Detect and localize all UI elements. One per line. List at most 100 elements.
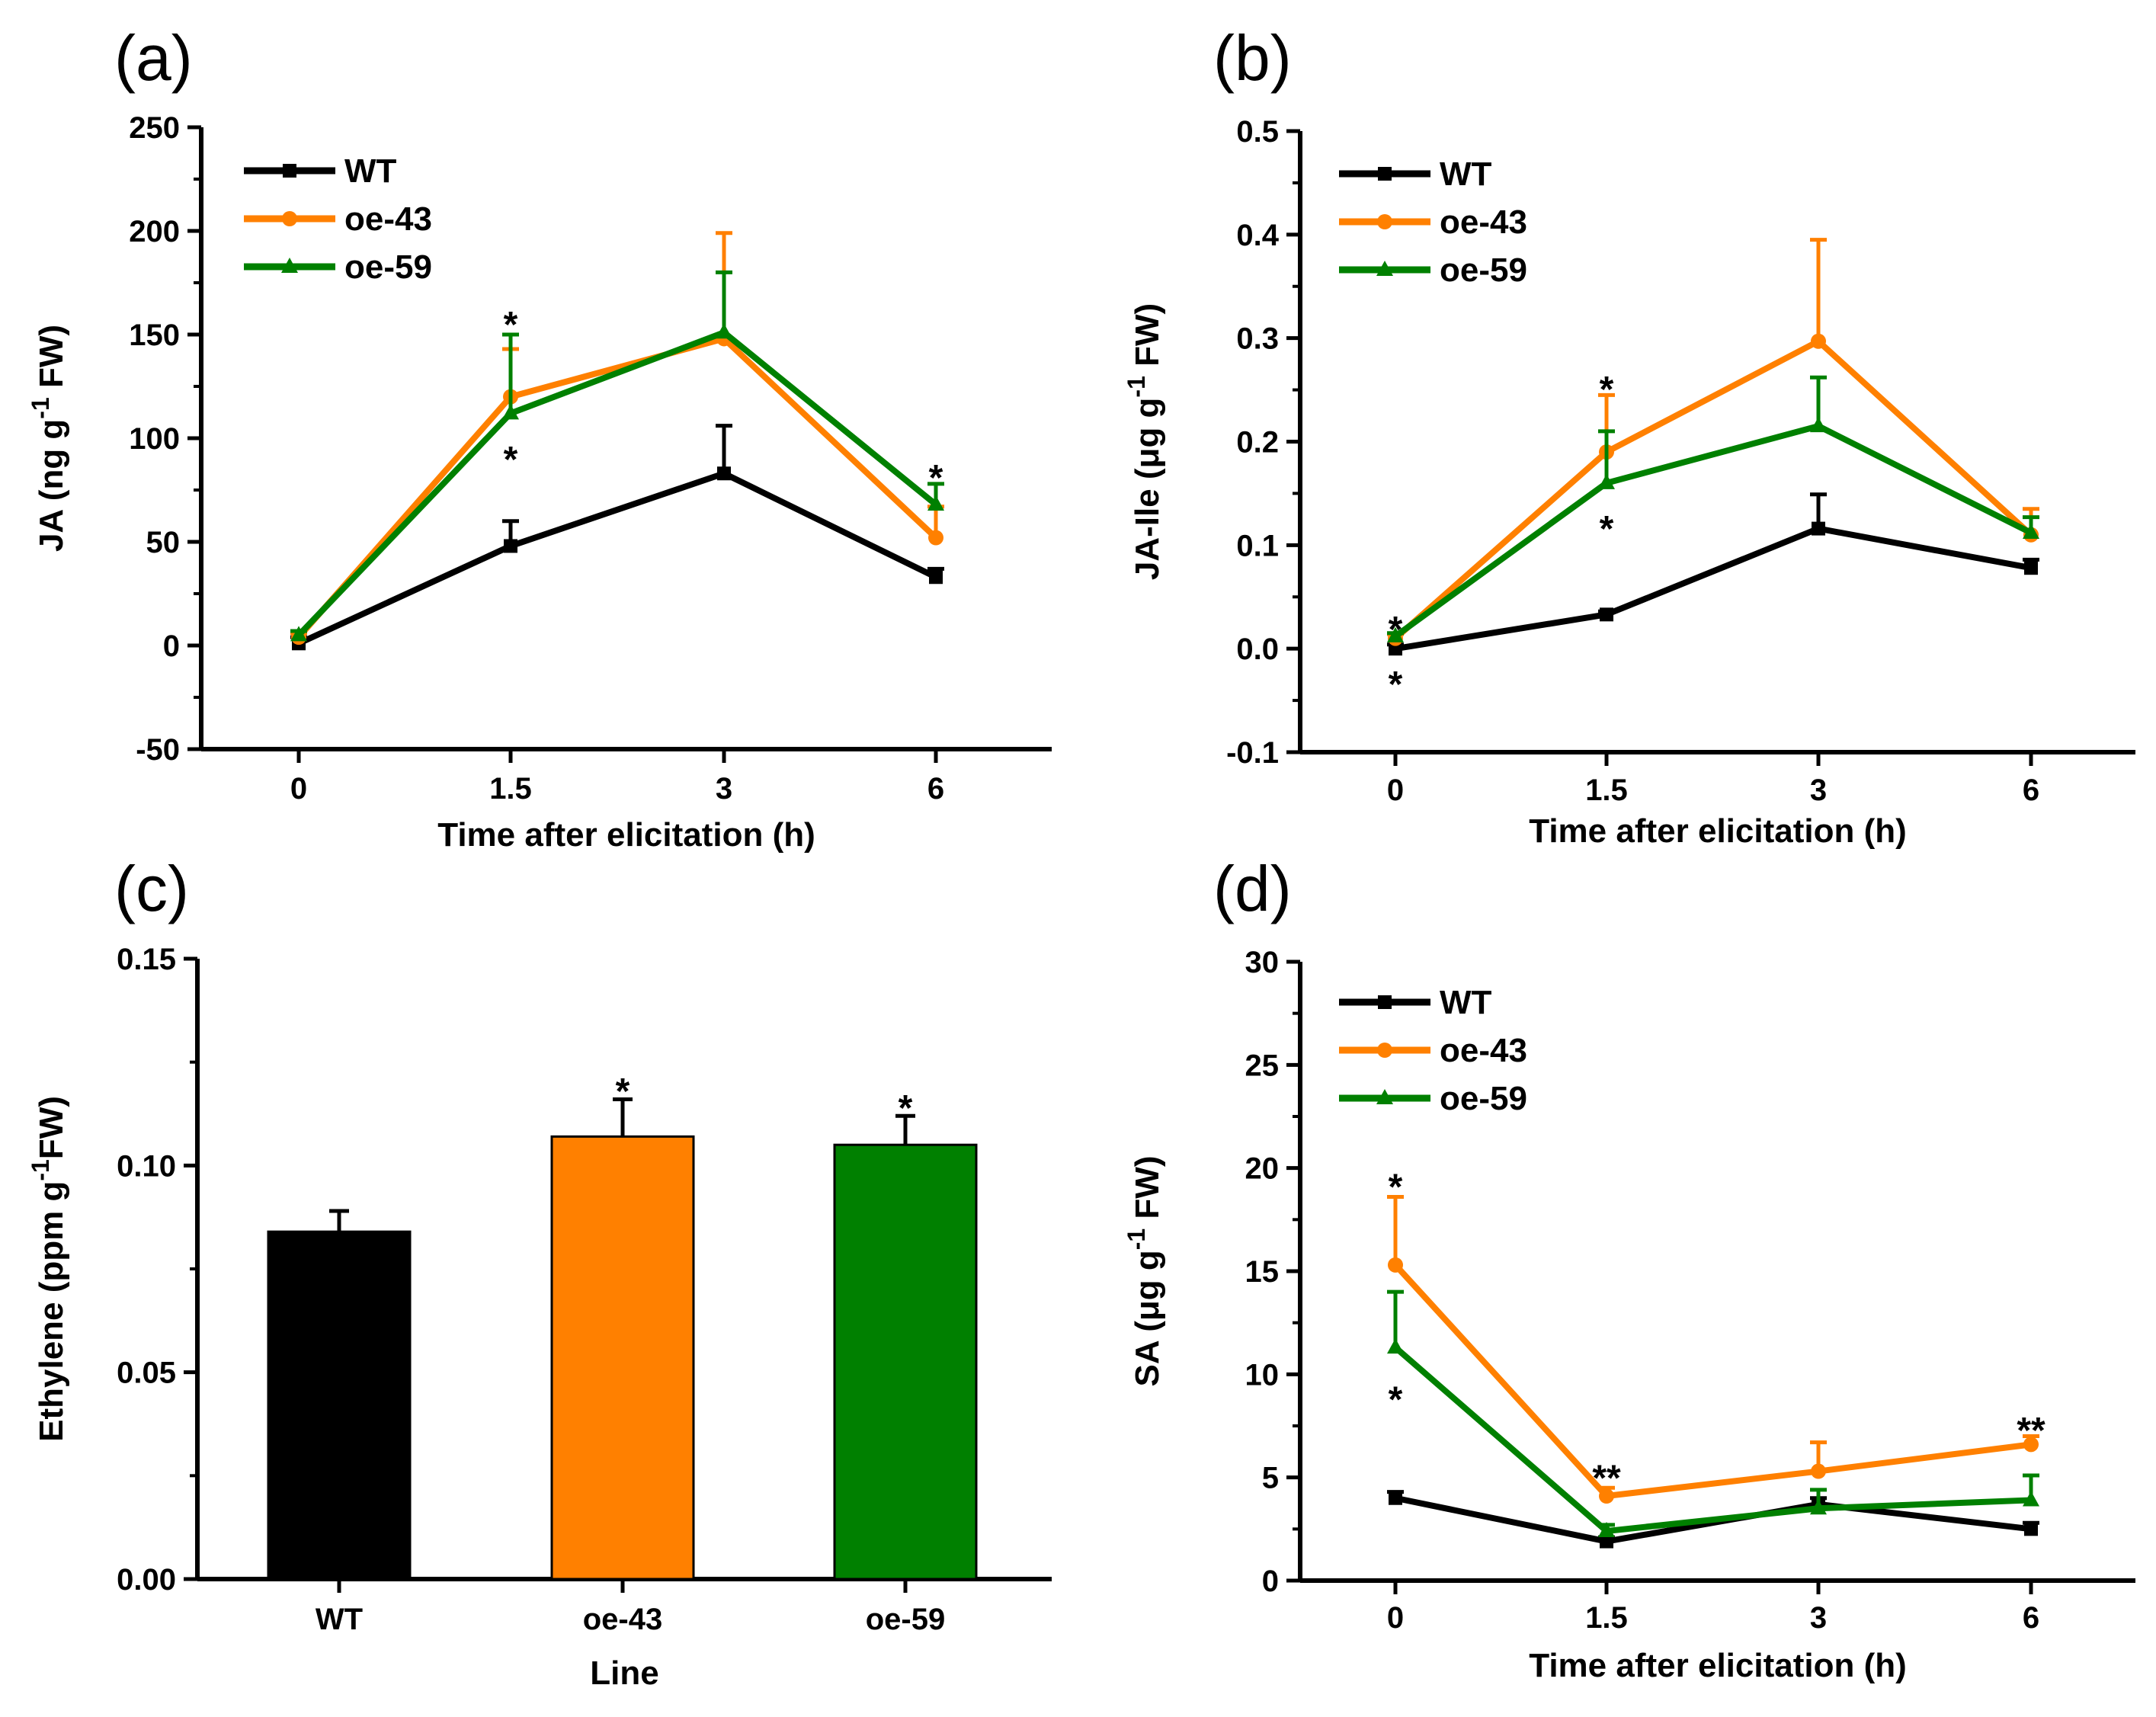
y-axis-title: JA-Ile (μg g-1 FW): [1123, 303, 1166, 580]
y-axis-title-main: JA-Ile (μg g: [1129, 398, 1166, 581]
significance-mark: *: [1389, 665, 1403, 705]
panel-label: (d): [1213, 853, 1292, 924]
legend-label: oe-59: [1440, 251, 1527, 289]
y-axis-title-main: Ethylene (ppm g: [33, 1181, 70, 1442]
legend-marker: [1376, 1089, 1393, 1104]
x-tick-label: 6: [2023, 1601, 2039, 1635]
legend-marker: [282, 211, 297, 226]
data-point: [2023, 524, 2039, 540]
legend-label: WT: [344, 152, 397, 190]
bar-oe-59: [833, 1143, 978, 1581]
data-point: [1600, 607, 1613, 622]
series-oe-59: [290, 270, 944, 642]
y-axis-title-units: FW): [33, 325, 70, 397]
data-point: [1389, 1491, 1402, 1505]
y-tick-label: 250: [129, 111, 180, 145]
y-axis-title: JA (ng g-1 FW): [27, 325, 70, 552]
series-line: [1393, 423, 2033, 639]
series-oe-43: [1387, 238, 2039, 646]
panel-label: (a): [114, 22, 193, 94]
x-axis-title: Time after elicitation (h): [1529, 1647, 1907, 1684]
series-line: [1395, 525, 2032, 652]
data-point: [1812, 521, 1825, 536]
line-chart-panel-3: 0 5 10 15 20 25 30 0 1.5 3 6 Time after elicitation…: [1123, 853, 2135, 1684]
series-WT: [1387, 492, 2039, 656]
y-axis-title-main: SA (μg g: [1129, 1250, 1166, 1386]
legend-label: oe-43: [1440, 203, 1527, 241]
data-point: [290, 626, 307, 642]
series-line: [296, 329, 938, 638]
data-point: [1387, 626, 1404, 642]
data-point: [1598, 1522, 1615, 1538]
data-point: [1811, 1463, 1826, 1479]
significance-mark: *: [1600, 370, 1614, 410]
series-oe-59: [1387, 375, 2039, 642]
data-point: [2024, 561, 2038, 575]
significance-mark: **: [1592, 1458, 1621, 1498]
y-tick-label: 0.10: [117, 1149, 176, 1183]
y-tick-label: 20: [1245, 1152, 1280, 1186]
y-axis-title-units: FW): [1129, 1155, 1166, 1228]
y-tick-label: 0.00: [117, 1563, 176, 1597]
data-point: [502, 404, 519, 420]
data-point: [1389, 642, 1402, 656]
legend-marker: [1377, 214, 1392, 229]
data-point: [1599, 1488, 1614, 1504]
data-point: [1598, 473, 1615, 489]
series-oe-43: [290, 231, 944, 645]
legend-marker: [281, 258, 298, 273]
legend-label: WT: [1440, 984, 1492, 1021]
y-tick-label: 0: [163, 629, 180, 663]
bar-chart-panel-2: 0.00 0.05 0.10 0.15 WT oe-43 oe-59 Line Ethylene…: [27, 853, 1052, 1692]
legend-label: oe-43: [1440, 1032, 1527, 1069]
y-tick-label: 0.2: [1236, 426, 1279, 460]
y-tick-label: 150: [129, 319, 180, 352]
line-chart-panel-1: -0.1 0.0 0.1 0.2 0.3 0.4 0.5 0 1.5 3 6 Time after e…: [1123, 22, 2135, 850]
y-tick-label: 100: [129, 422, 180, 456]
series-line: [297, 470, 937, 646]
x-tick-label: 6: [2023, 774, 2039, 807]
series-oe-43: [1387, 1195, 2039, 1504]
line-chart-panel-0: -50 0 50 100 150 200 250 0 1.5 3 6 Time after elici…: [27, 22, 1052, 854]
significance-mark: *: [1389, 610, 1403, 650]
legend-label: WT: [1440, 155, 1492, 193]
y-axis-title-superscript: -1: [1123, 1228, 1150, 1250]
significance-mark: *: [616, 1072, 630, 1112]
y-tick-label: 0: [1262, 1565, 1279, 1598]
panel-label: (b): [1213, 22, 1292, 94]
y-tick-label: 0.4: [1236, 219, 1279, 252]
data-point: [1388, 1257, 1403, 1273]
series-line: [296, 335, 938, 639]
y-tick-label: -0.1: [1226, 736, 1279, 770]
legend-label: oe-59: [344, 248, 432, 286]
legend-marker: [1376, 261, 1393, 276]
x-tick-label: WT: [316, 1603, 363, 1636]
y-axis-title-units: FW): [33, 1096, 70, 1159]
data-point: [929, 570, 943, 585]
x-tick-label: 1.5: [1585, 1601, 1628, 1635]
series-line: [1393, 338, 2033, 641]
x-tick-label: 3: [1810, 1601, 1827, 1635]
data-point: [927, 495, 944, 511]
data-point: [1810, 1499, 1827, 1515]
y-tick-label: 0.1: [1236, 529, 1279, 562]
x-axis-title: Time after elicitation (h): [1529, 812, 1907, 850]
data-point: [2024, 1522, 2038, 1536]
legend-marker: [283, 164, 296, 178]
x-tick-label: oe-43: [583, 1603, 663, 1636]
series-line: [1393, 1345, 2032, 1535]
data-point: [717, 466, 731, 481]
bar-oe-43: [550, 1135, 695, 1581]
data-point: [716, 323, 732, 339]
data-point: [1387, 1338, 1404, 1354]
bar-WT: [267, 1230, 412, 1581]
x-tick-label: 0: [1387, 774, 1404, 807]
y-tick-label: 0.0: [1236, 633, 1279, 666]
y-tick-label: 0.05: [117, 1357, 176, 1390]
y-tick-label: 200: [129, 215, 180, 248]
data-point: [1600, 1534, 1613, 1549]
y-tick-label: 5: [1262, 1462, 1279, 1495]
y-axis-title-main: JA (ng g: [33, 419, 70, 552]
significance-mark: **: [2017, 1411, 2045, 1451]
